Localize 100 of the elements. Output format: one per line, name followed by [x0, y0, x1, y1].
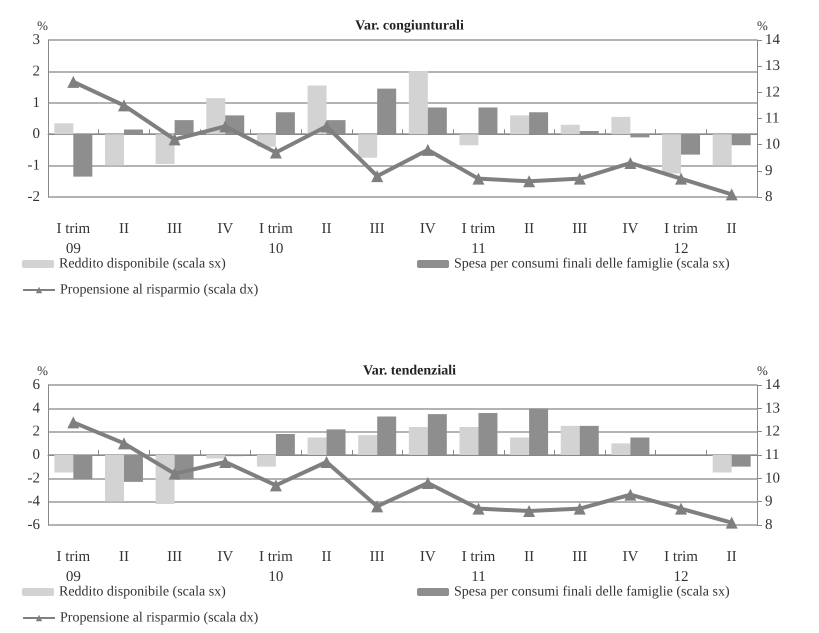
legend-label: Reddito disponibile (scala sx) [59, 256, 226, 272]
y-tick-label: 0 [32, 447, 40, 463]
x-tick-label: I trim 12 [664, 549, 698, 585]
x-tick-label: IV [420, 221, 436, 237]
bar [54, 455, 74, 472]
x-tick-label: I trim 10 [259, 549, 294, 585]
x-tick-label: II [118, 221, 129, 237]
y2-tick-label: 12 [765, 84, 780, 100]
bar [611, 116, 630, 134]
bar [308, 86, 327, 134]
bar [408, 71, 428, 134]
y-axis-title: % [37, 363, 48, 378]
point [422, 144, 434, 156]
x-tick-label: III [370, 549, 385, 565]
legend-label: Reddito disponibile (scala sx) [59, 584, 226, 600]
x-tick-label: IV [420, 549, 436, 565]
x-tick-label: IV [217, 221, 234, 237]
point [523, 505, 536, 517]
x-tick-label: II [726, 549, 737, 565]
bar [54, 123, 74, 134]
y2-tick-label: 9 [765, 494, 772, 510]
point [472, 172, 484, 185]
bar [459, 134, 478, 146]
y-tick-label: -6 [28, 517, 40, 533]
x-tick-label: II [524, 221, 534, 237]
bar [510, 438, 530, 455]
bar [308, 438, 327, 455]
legend-label: Spesa per consumi finali delle famiglie (scala sx) [454, 584, 730, 600]
y2-tick-label: 13 [765, 58, 780, 74]
x-tick-label: III [370, 221, 385, 237]
bar [712, 134, 732, 166]
x-tick-label: IV [622, 549, 638, 565]
y2-tick-label: 9 [765, 162, 772, 179]
x-tick-label: III [167, 549, 182, 565]
y2-tick-label: 12 [765, 424, 780, 440]
point [574, 172, 586, 185]
point [168, 468, 181, 480]
point [118, 99, 130, 112]
x-tick-label: II [322, 549, 332, 565]
point [219, 120, 232, 132]
bar [560, 426, 580, 455]
y2-tick-label: 8 [765, 189, 772, 205]
x-tick-label: I trim 11 [462, 221, 496, 257]
point [574, 502, 586, 515]
bar [256, 455, 276, 467]
point [726, 188, 738, 200]
point [270, 146, 282, 159]
chart-title: Var. congiunturali [355, 18, 464, 34]
y-axis-title: % [37, 18, 48, 33]
x-tick-label: III [167, 221, 182, 237]
chart-title: Var. tendenziali [362, 364, 456, 378]
bar [611, 443, 630, 455]
y2-axis-title: % [757, 18, 768, 33]
legend-label: Propensione al risparmio (scala dx) [60, 282, 259, 298]
y2-tick-label: 13 [765, 400, 780, 416]
y2-tick-label: 11 [765, 447, 780, 463]
x-tick-label: II [524, 549, 534, 565]
x-tick-label: III [572, 549, 588, 565]
bar [206, 455, 226, 458]
point [118, 437, 130, 450]
y2-tick-label: 10 [765, 136, 780, 153]
point [472, 502, 484, 515]
point [67, 76, 80, 88]
y2-axis-title: % [757, 363, 768, 378]
bar [408, 427, 428, 455]
x-tick-label: I trim 10 [259, 221, 294, 257]
point [219, 456, 232, 468]
y-tick-label: 2 [32, 63, 40, 80]
y-tick-label: 4 [32, 400, 40, 416]
point [624, 488, 636, 501]
y2-tick-label: 8 [765, 517, 772, 533]
bar [358, 134, 378, 158]
x-tick-label: I trim 09 [56, 221, 91, 257]
bar [662, 134, 682, 174]
y2-tick-label: 10 [765, 470, 780, 486]
point [270, 479, 282, 492]
bar [104, 134, 124, 166]
bar [358, 435, 378, 455]
y-tick-label: 6 [32, 377, 40, 393]
point [371, 500, 384, 512]
y2-tick-label: 14 [765, 377, 780, 393]
y2-tick-label: 14 [765, 32, 780, 48]
point [168, 133, 181, 146]
y-tick-label: -4 [28, 494, 40, 510]
x-tick-label: II [322, 221, 332, 237]
legend-label: Propensione al risparmio (scala dx) [60, 610, 259, 626]
y-tick-label: -2 [28, 189, 40, 205]
y-tick-label: -2 [28, 470, 40, 486]
x-tick-label: I trim 12 [664, 221, 698, 257]
legend-label: Spesa per consumi finali delle famiglie (scala sx) [454, 256, 730, 272]
x-tick-label: I trim 09 [56, 549, 91, 585]
x-tick-label: II [118, 549, 129, 565]
x-tick-label: I trim 11 [462, 549, 496, 585]
y-tick-label: -1 [28, 158, 40, 174]
point [726, 516, 738, 529]
y-tick-label: 0 [32, 126, 40, 142]
y-tick-label: 1 [32, 94, 40, 111]
bar [510, 115, 530, 134]
x-tick-label: III [572, 221, 588, 237]
x-tick-label: IV [217, 549, 234, 565]
